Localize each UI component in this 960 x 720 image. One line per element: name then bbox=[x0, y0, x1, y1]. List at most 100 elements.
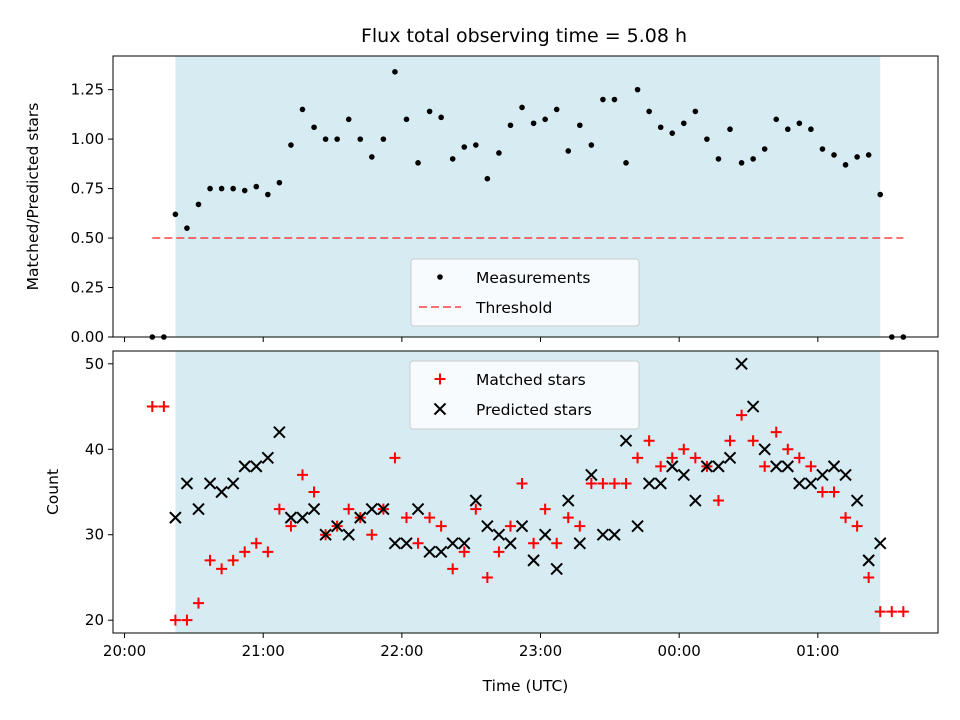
predicted-star-point bbox=[192, 502, 205, 516]
top-panel: 0.00 0.25 0.50 0.75 1.00 1.25 Matched/Predict… bbox=[24, 55, 939, 346]
predicted-star-point bbox=[284, 511, 298, 524]
measurement-point bbox=[484, 175, 491, 182]
matched-star-point bbox=[793, 452, 805, 464]
measurement-point bbox=[392, 69, 398, 75]
matched-star-point bbox=[239, 546, 251, 558]
top-y-axis-label: Matched/Predicted stars bbox=[24, 103, 42, 291]
predicted-star-point bbox=[758, 443, 771, 456]
predicted-star-point bbox=[481, 519, 494, 533]
matched-star-point bbox=[608, 477, 620, 489]
matched-star-point bbox=[770, 426, 782, 438]
x-axis: 20:00 21:00 22:00 23:00 00:00 01:00 bbox=[103, 633, 839, 660]
predicted-star-point bbox=[446, 537, 459, 550]
measurement-point bbox=[276, 179, 283, 186]
measurement-point bbox=[842, 162, 849, 168]
predicted-star-point bbox=[689, 494, 702, 507]
measurement-point bbox=[738, 160, 745, 166]
legend-label-measurements: Measurements bbox=[476, 269, 591, 287]
measurement-point bbox=[369, 154, 375, 160]
bottom-y-tick-label: 30 bbox=[85, 526, 104, 544]
measurement-point bbox=[311, 124, 317, 131]
predicted-star-point bbox=[631, 519, 644, 533]
measurement-point bbox=[565, 148, 572, 154]
predicted-star-point bbox=[504, 537, 517, 550]
predicted-star-point bbox=[515, 519, 529, 533]
matched-star-point bbox=[759, 460, 771, 472]
top-y-tick-label: 0.75 bbox=[71, 180, 104, 198]
matched-star-point bbox=[539, 503, 551, 515]
measurement-point bbox=[588, 142, 595, 148]
matched-star-point bbox=[874, 606, 886, 618]
x-tick-label: 00:00 bbox=[658, 642, 701, 660]
measurement-point bbox=[218, 185, 225, 192]
measurement-point bbox=[657, 124, 664, 131]
measurement-point bbox=[380, 136, 387, 142]
measurement-point bbox=[207, 185, 213, 192]
matched-star-point bbox=[169, 614, 181, 626]
x-tick-label: 20:00 bbox=[103, 642, 146, 660]
top-legend: Measurements Threshold bbox=[410, 258, 640, 327]
predicted-star-point bbox=[538, 528, 552, 541]
top-y-tick-label: 0.00 bbox=[71, 328, 104, 346]
matched-star-point bbox=[250, 537, 262, 549]
bottom-y-tick-label: 20 bbox=[85, 611, 104, 629]
matched-stars-points bbox=[146, 401, 909, 626]
measurement-point bbox=[669, 130, 676, 136]
measurement-point bbox=[496, 150, 502, 156]
predicted-star-point bbox=[619, 434, 633, 447]
predicted-star-point bbox=[608, 528, 621, 541]
predicted-star-point bbox=[781, 460, 794, 473]
matched-star-point bbox=[343, 503, 355, 515]
bottom-y-axis-label: Count bbox=[44, 469, 62, 515]
measurement-point bbox=[438, 114, 444, 121]
predicted-star-point bbox=[596, 528, 610, 541]
bottom-y-axis: 20 30 40 50 bbox=[85, 355, 113, 629]
matched-star-point bbox=[296, 469, 308, 481]
matched-star-point bbox=[747, 435, 759, 447]
measurement-point bbox=[634, 86, 641, 93]
predicted-star-point bbox=[827, 460, 841, 473]
measurement-point bbox=[692, 108, 699, 115]
measurement-point bbox=[530, 120, 537, 127]
measurement-point bbox=[542, 116, 548, 123]
matched-star-point bbox=[736, 409, 748, 421]
measurement-point bbox=[646, 108, 652, 115]
x-tick-label: 01:00 bbox=[796, 642, 839, 660]
matched-star-point bbox=[481, 571, 493, 583]
predicted-star-point bbox=[700, 460, 714, 473]
predicted-star-point bbox=[839, 468, 852, 482]
matched-star-point bbox=[493, 546, 505, 558]
measurement-point bbox=[600, 96, 606, 103]
measurement-point bbox=[265, 191, 271, 198]
bottom-axes-frame bbox=[112, 350, 939, 634]
measurement-points bbox=[149, 69, 907, 340]
matched-star-point bbox=[689, 452, 701, 464]
predicted-star-point bbox=[180, 477, 194, 490]
measurement-point bbox=[808, 126, 814, 133]
matched-star-point bbox=[424, 512, 436, 524]
predicted-star-point bbox=[377, 502, 390, 516]
matched-star-point bbox=[193, 597, 205, 609]
measurement-point bbox=[299, 106, 306, 113]
measurement-point bbox=[750, 156, 756, 162]
bottom-plot-border bbox=[112, 350, 939, 634]
predicted-star-point bbox=[469, 494, 483, 507]
predicted-star-point bbox=[434, 545, 448, 559]
predicted-star-point bbox=[400, 537, 413, 550]
matched-star-point bbox=[504, 520, 516, 532]
predicted-star-point bbox=[261, 451, 275, 465]
measurement-point bbox=[345, 116, 352, 123]
matched-star-point bbox=[897, 606, 909, 618]
matched-star-point bbox=[216, 563, 228, 575]
measurement-point bbox=[507, 122, 514, 129]
predicted-star-point bbox=[642, 477, 656, 490]
legend-box bbox=[409, 360, 640, 430]
measurement-point bbox=[577, 122, 583, 129]
measurement-point bbox=[727, 126, 733, 133]
predicted-star-point bbox=[458, 537, 471, 550]
predicted-star-point bbox=[226, 477, 240, 490]
measurement-point bbox=[473, 142, 479, 148]
matched-star-point bbox=[366, 529, 378, 541]
matched-star-point bbox=[400, 512, 412, 524]
legend-marker-predicted bbox=[433, 402, 447, 416]
